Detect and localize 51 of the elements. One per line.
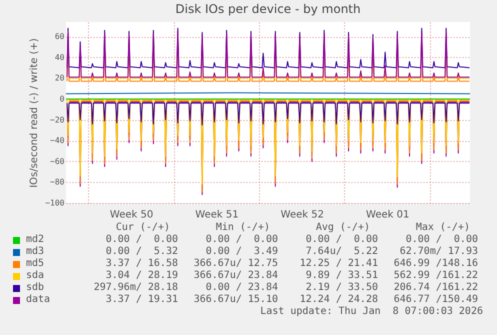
x-tick-label: Week 52 — [280, 210, 324, 220]
text: 646.77 /150.49 — [394, 294, 478, 306]
legend-label: md3 — [26, 246, 44, 258]
x-tick-label: Week 01 — [366, 210, 410, 220]
text: 0.00 / 23.84 — [206, 282, 278, 294]
y-tick-label: 60 — [54, 32, 65, 42]
text: 0.00 / 0.00 — [206, 234, 278, 246]
legend-label: md2 — [26, 234, 44, 246]
text: 12.25 / 21.41 — [300, 258, 378, 270]
y-tick-label: 0 — [60, 94, 65, 104]
text: 0.00 / 0.00 — [106, 234, 178, 246]
text: 7.64u/ 5.22 — [306, 246, 378, 258]
y-tick-label: 40 — [54, 52, 65, 62]
line-series — [66, 102, 470, 126]
y-tick-label: 20 — [54, 74, 65, 83]
text: 0.00 / 0.00 — [306, 234, 378, 246]
text: 12.24 / 24.28 — [300, 294, 378, 306]
text: Min (-/+) — [216, 222, 270, 234]
text: 297.96m/ 28.18 — [94, 282, 178, 294]
y-tick-label: −60 — [50, 156, 65, 166]
text: Last update: Thu Jan 8 07:00:03 2026 — [260, 306, 483, 318]
y-axis-title: IOs/second read (-) / write (+) — [29, 38, 40, 188]
text: 2.19 / 33.50 — [306, 282, 378, 294]
x-tick-label: Week 51 — [195, 210, 239, 220]
text: 562.99 /161.22 — [394, 270, 478, 282]
y-tick-label: −100 — [45, 198, 65, 208]
text: 366.67u/ 15.10 — [194, 294, 278, 306]
legend-label: data — [26, 294, 50, 306]
legend-label: sda — [26, 270, 44, 282]
legend-label: md5 — [26, 258, 44, 270]
text: 0.00 / 5.32 — [106, 246, 178, 258]
text: 9.89 / 33.51 — [306, 270, 378, 282]
y-tick-label: −80 — [50, 178, 65, 187]
chart-title: Disk IOs per device - by month — [175, 2, 361, 16]
text: Max (-/+) — [416, 222, 470, 234]
text: 366.67u/ 23.84 — [194, 270, 278, 282]
text: 206.74 /161.22 — [394, 282, 478, 294]
legend-label: sdb — [26, 282, 44, 294]
text: 646.99 /148.16 — [394, 258, 478, 270]
text: 366.67u/ 12.75 — [194, 258, 278, 270]
x-tick-label: Week 50 — [110, 210, 154, 220]
y-tick-label: −20 — [50, 115, 65, 124]
text: 0.00 / 0.00 — [406, 234, 478, 246]
text: Cur (-/+) — [116, 222, 170, 234]
text: 3.37 / 16.58 — [106, 258, 178, 270]
y-tick-label: −40 — [50, 136, 65, 146]
text: 0.00 / 3.49 — [206, 246, 278, 258]
text: Avg (-/+) — [316, 222, 370, 234]
text: 3.37 / 19.31 — [106, 294, 178, 306]
text: 3.04 / 28.19 — [106, 270, 178, 282]
text: 62.70m/ 17.93 — [400, 246, 478, 258]
